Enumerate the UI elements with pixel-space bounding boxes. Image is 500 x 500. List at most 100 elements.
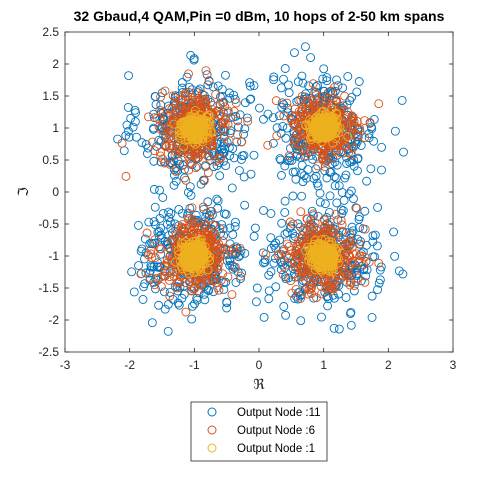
scatter-point [167,104,177,114]
scatter-point [315,113,324,123]
legend-label-node-6: Output Node :6 [237,425,315,437]
scatter-point [288,191,298,201]
y-axis-label: ℑ [16,187,32,197]
scatter-point [354,214,364,224]
x-tick-label: -1 [189,358,200,372]
legend-label-node-11: Output Node :11 [237,407,321,419]
scatter-point [375,275,385,285]
scatter-point [194,253,204,263]
scatter-point [353,153,363,163]
scatter-point [285,217,295,227]
scatter-point [154,122,164,132]
scatter-point [343,132,353,142]
scatter-point [353,234,363,244]
scatter-point [322,73,332,83]
scatter-point [147,137,157,147]
scatter-point [360,206,370,216]
scatter-point [150,280,160,290]
scatter-point [200,295,210,305]
scatter-point [214,285,224,295]
scatter-point [180,278,190,288]
scatter-point [316,255,326,265]
scatter-point [286,276,296,286]
scatter-point [284,80,293,90]
scatter-point [218,224,228,234]
scatter-point [160,261,170,271]
scatter-point [189,252,199,262]
scatter-point [295,247,305,257]
scatter-point [301,121,311,131]
scatter-point [201,276,211,286]
scatter-point [322,119,332,128]
scatter-point [332,253,342,263]
scatter-point [329,323,339,333]
scatter-point [228,144,238,154]
scatter-point [325,167,335,177]
scatter-point [234,166,244,175]
scatter-point [190,95,200,105]
scatter-point [373,285,383,295]
scatter-point [150,253,160,263]
scatter-point [296,290,306,299]
scatter-point [288,112,298,122]
scatter-point [174,159,184,169]
scatter-point [293,259,303,269]
scatter-point [320,162,330,172]
scatter-point [360,133,370,143]
scatter-point [300,223,310,233]
scatter-point [390,126,400,136]
scatter-point [330,282,340,292]
scatter-point [144,112,153,122]
scatter-point [123,102,133,112]
scatter-point [188,218,198,228]
scatter-point [155,244,165,254]
y-tick-label: 0.5 [42,153,59,167]
scatter-point [243,116,253,126]
scatter-point [164,141,174,151]
scatter-point [180,91,190,101]
scatter-point [282,228,292,238]
y-tick-label: -2 [48,313,59,327]
scatter-point [186,50,196,60]
scatter-point [261,249,271,259]
scatter-point [158,209,168,218]
scatter-point [240,248,250,258]
scatter-point [367,291,377,301]
scatter-point [193,153,203,163]
y-tick-label: 1.5 [42,89,59,103]
scatter-point [264,294,274,304]
scatter-point [306,53,316,63]
scatter-point [185,154,194,164]
scatter-point [258,248,268,258]
scatter-point [374,99,384,109]
scatter-point [282,260,292,270]
scatter-point [347,150,357,160]
scatter-point [198,119,208,129]
x-tick-label: -2 [124,358,135,372]
y-tick-label: 0 [52,185,59,199]
scatter-point [183,214,193,224]
scatter-point [187,256,197,266]
scatter-point [168,91,178,101]
scatter-point [124,71,134,81]
scatter-point [227,183,237,193]
scatter-point [155,185,164,195]
scatter-point [279,74,288,84]
scatter-point [304,219,314,229]
scatter-point [235,250,245,260]
scatter-point [151,92,160,102]
scatter-point [349,286,359,296]
scatter-point [163,237,173,247]
scatter-point [215,171,225,181]
scatter-point [231,242,241,252]
scatter-point [311,243,321,253]
scatter-point [190,105,200,115]
scatter-point [186,286,196,296]
scatter-point [180,127,190,137]
scatter-point [321,284,331,293]
scatter-point [394,266,404,276]
scatter-point [346,309,355,319]
scatter-point [150,146,160,156]
scatter-point [279,111,289,121]
scatter-point [158,154,167,164]
